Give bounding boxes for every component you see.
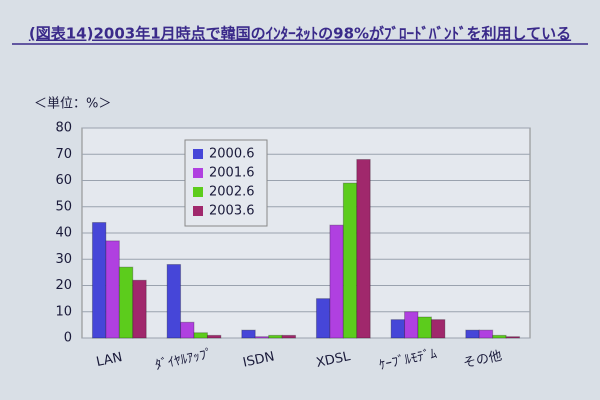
bar: [478, 329, 494, 339]
bar: [254, 336, 270, 339]
bar: [118, 266, 134, 339]
x-tick-label: XDSL: [315, 349, 353, 371]
y-tick-label: 50: [55, 199, 72, 214]
legend-label: 2003.6: [209, 204, 255, 219]
bar: [430, 319, 446, 339]
bar: [342, 182, 358, 339]
legend-swatch: [193, 206, 203, 216]
bar: [492, 334, 507, 339]
y-tick-label: 10: [55, 304, 72, 319]
bar: [241, 329, 256, 339]
bar: [315, 298, 331, 339]
bar: [404, 311, 419, 339]
legend-label: 2002.6: [209, 185, 255, 200]
legend-swatch: [193, 187, 203, 197]
bar: [505, 336, 521, 339]
x-tick-label: LAN: [95, 350, 124, 370]
bar: [417, 316, 432, 339]
bar: [166, 264, 182, 339]
bar: [281, 334, 297, 339]
bar: [390, 319, 406, 339]
bar: [180, 321, 195, 339]
y-tick-label: 80: [55, 121, 72, 136]
bar: [132, 279, 147, 339]
legend-label: 2000.6: [209, 147, 255, 162]
y-tick-label: 70: [55, 147, 72, 162]
y-tick-label: 30: [55, 252, 72, 267]
y-tick-label: 20: [55, 278, 72, 293]
legend-swatch: [193, 149, 203, 159]
legend-swatch: [193, 168, 203, 178]
bar: [91, 222, 107, 339]
chart-title: (図表14)2003年1月時点で韓国のｲﾝﾀｰﾈｯﾄの98%がﾌﾞﾛｰﾄﾞﾊﾞﾝ…: [29, 25, 571, 43]
legend-label: 2001.6: [209, 166, 255, 181]
bar: [356, 159, 371, 339]
y-tick-label: 60: [55, 173, 72, 188]
bar: [206, 334, 222, 339]
bar: [193, 332, 208, 339]
bar: [268, 334, 283, 339]
bar: [465, 329, 480, 339]
bar: [329, 224, 344, 339]
bar: [105, 240, 120, 339]
x-tick-label: ISDN: [242, 349, 276, 370]
y-axis-label: ＜単位：%＞: [34, 96, 111, 112]
y-tick-label: 40: [55, 226, 72, 241]
y-tick-label: 0: [64, 331, 72, 346]
